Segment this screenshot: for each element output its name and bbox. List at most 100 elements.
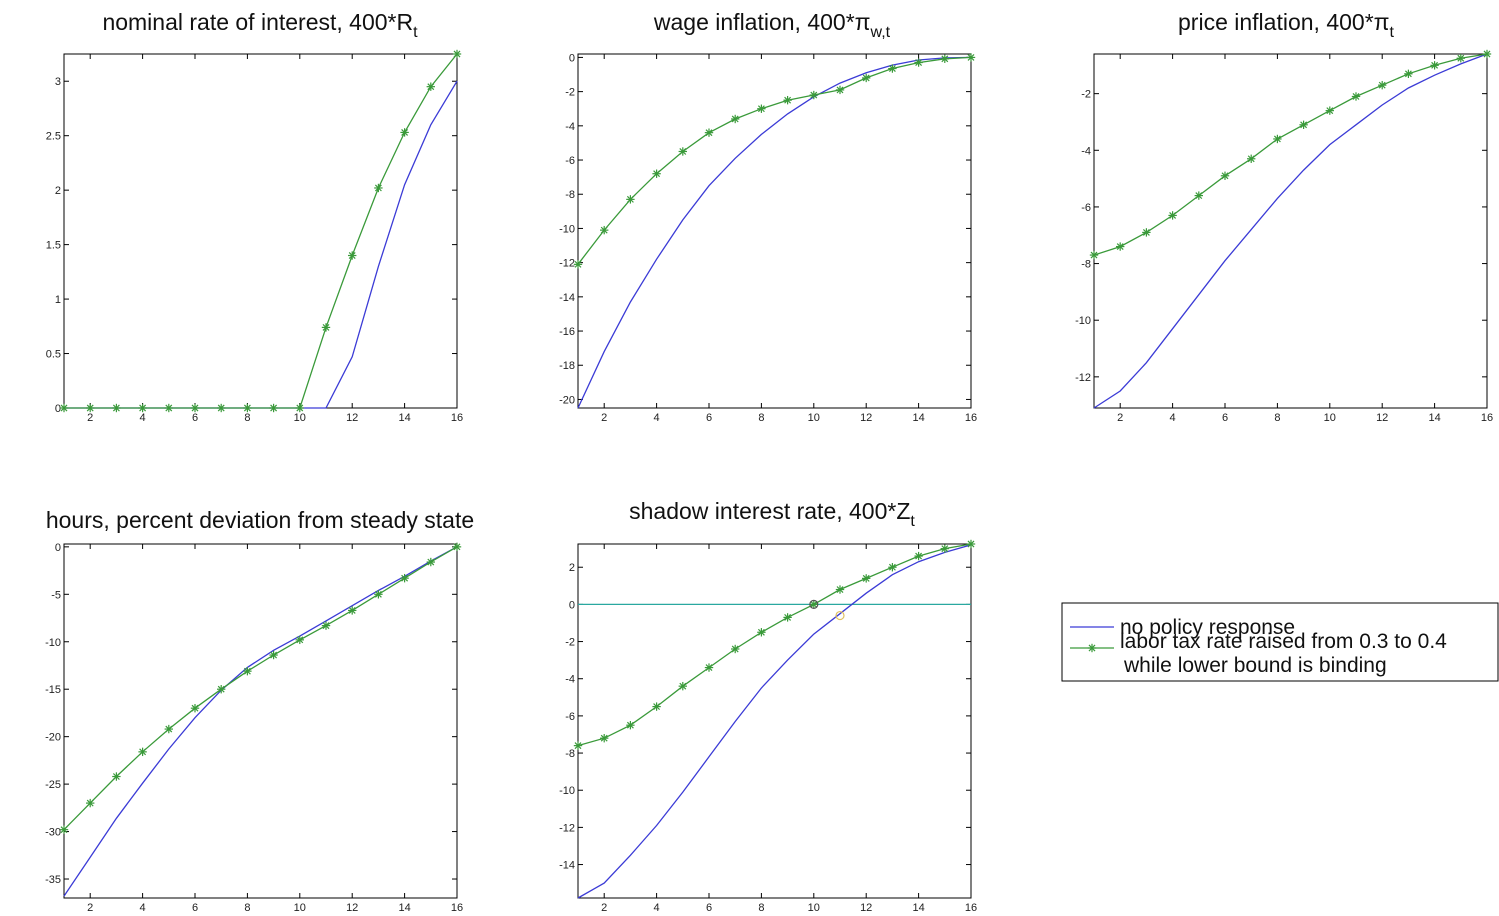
x-tick-label: 6 [1222,412,1228,424]
series-marker [1220,171,1230,180]
y-tick-label: 2.5 [46,131,61,143]
y-tick-label: -25 [45,779,61,791]
series-marker [86,403,95,413]
y-tick-label: 2 [569,562,575,574]
x-tick-label: 10 [808,412,820,424]
panel-price-inflation: price inflation, 400*πt 2 4 6 8 10 12 14 16 -2 -4… [1075,9,1493,424]
y-tick-label: -6 [565,711,575,723]
series-marker [757,628,766,637]
series-marker [862,574,871,583]
plot-frame [1093,53,1488,409]
series-marker [600,733,609,743]
x-tick-label: 6 [192,412,198,424]
y-tick-label: -2 [565,637,575,649]
y-tick-label: -2 [565,87,575,99]
legend-label-baseline: no policy response [1120,616,1295,639]
series-marker [374,183,383,193]
panel-nominal-rate: nominal rate of interest, 400*Rt 2 4 6 8 10 1… [46,9,463,424]
x-tick-label: 14 [398,902,410,914]
series-marker [809,90,818,100]
x-tick-label: 8 [1274,412,1280,424]
plot-frame [63,53,458,409]
series-marker [452,49,462,59]
y-tick-label: 3 [55,76,61,88]
series-marker [652,702,661,711]
x-tick-label: 4 [140,902,146,914]
series-marker [652,169,661,178]
y-tick-label: -4 [565,674,575,686]
series-marker [783,95,792,105]
series-marker [1325,106,1334,115]
x-tick-label: 16 [965,412,977,424]
panel-title: hours, percent deviation from steady sta… [46,507,474,533]
x-tick-label: 16 [451,412,463,424]
series-line-baseline [64,80,458,409]
series-marker [731,114,740,124]
x-tick-label: 12 [860,412,872,424]
x-tick-label: 6 [192,902,198,914]
y-tick-label: -10 [1075,315,1091,327]
series-line-baseline [63,546,458,897]
series-marker [321,621,331,630]
y-tick-label: -20 [45,732,61,744]
series-marker [59,825,69,834]
y-tick-label: 0 [55,542,61,554]
series-marker [914,551,923,561]
y-tick-label: 0 [55,403,61,415]
y-tick-label: -2 [1081,89,1091,101]
series-line-baseline [1093,53,1488,409]
series-marker [1482,49,1492,59]
series-marker [626,720,635,730]
series-marker [321,323,331,332]
x-tick-label: 10 [294,902,306,914]
series-marker [600,225,609,235]
y-tick-label: 0.5 [46,349,61,361]
y-tick-label: -10 [45,637,61,649]
legend-label-policy-line2: while lower bound is binding [1123,654,1387,677]
x-tick-label: 12 [860,902,872,914]
series-marker [966,539,976,549]
series-marker [400,128,409,137]
x-tick-label: 14 [912,412,924,424]
series-marker [1194,191,1203,200]
crossing-circle [809,599,819,609]
series-marker [914,58,923,67]
x-tick-label: 10 [808,902,820,914]
legend-label-policy-line1: labor tax rate raised from 0.3 to 0.4 [1120,630,1447,653]
series-line-policy [577,543,972,747]
series-marker [940,54,949,63]
series-marker [704,663,714,672]
x-tick-label: 12 [346,412,358,424]
series-marker [940,544,949,553]
series-marker [164,724,173,734]
series-marker [966,53,976,62]
y-tick-label: -6 [1081,202,1091,214]
y-tick-label: -4 [565,121,575,133]
x-tick-label: 2 [1117,412,1123,424]
y-tick-label: -20 [559,394,575,406]
series-marker [573,741,583,750]
series-marker [731,644,740,654]
series-marker [269,403,278,413]
y-tick-label: -15 [45,684,61,696]
y-tick-label: -18 [559,360,575,372]
series-marker [809,600,818,609]
x-tick-label: 16 [965,902,977,914]
panel-title: wage inflation, 400*πw,t [653,9,891,41]
y-tick-label: -10 [559,223,575,235]
series-marker [757,104,766,113]
y-tick-label: -35 [45,874,61,886]
series-marker [1430,61,1439,70]
y-tick-label: -8 [565,748,575,760]
x-tick-label: 12 [346,902,358,914]
series-marker [348,606,357,615]
series-marker [243,403,252,413]
series-marker [1299,120,1308,129]
series-marker [59,403,69,413]
x-tick-label: 10 [294,412,306,424]
y-tick-label: -10 [559,785,575,797]
series-marker [190,703,200,713]
panel-title: shadow interest rate, 400*Zt [629,498,915,530]
series-marker [1142,228,1151,237]
